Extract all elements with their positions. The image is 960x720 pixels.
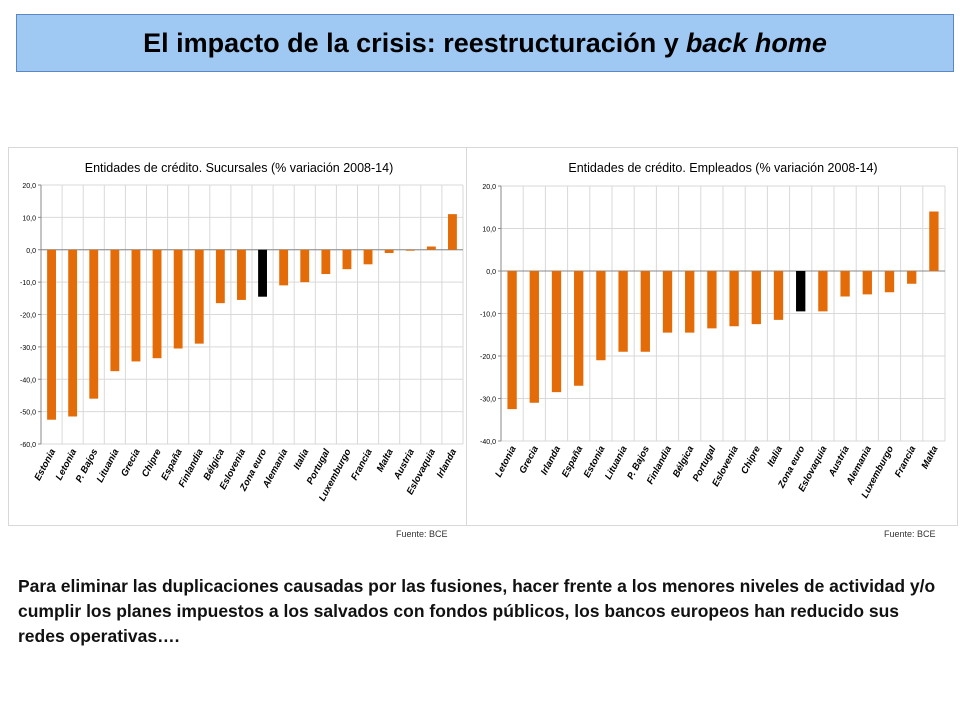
bar-espa-a (574, 271, 584, 386)
category-label: Italia (765, 444, 785, 468)
y-tick-label: 0,0 (26, 248, 36, 255)
y-tick-label: -20,0 (480, 354, 496, 361)
bar-eslovenia (729, 271, 739, 327)
bar-eslovaquia (426, 246, 436, 250)
footer-paragraph: Para eliminar las duplicaciones causadas… (18, 576, 936, 646)
bar-lituania (110, 249, 120, 372)
bar-grecia (529, 271, 539, 403)
chart-title: Entidades de crédito. Empleados (% varia… (568, 161, 877, 175)
bar-grecia (131, 249, 141, 362)
slide-title-main: El impacto de la crisis: reestructuració… (143, 27, 679, 58)
bar-alemania (862, 271, 872, 295)
bar-malta (384, 249, 394, 253)
chart-panel-sucursales: Entidades de crédito. Sucursales (% vari… (8, 147, 476, 526)
chart-source-empleados: Fuente: BCE (884, 529, 936, 539)
bar-italia (300, 249, 310, 283)
chart-source-sucursales: Fuente: BCE (396, 529, 448, 539)
category-label: Irlanda (539, 444, 563, 477)
bar-austria (405, 249, 415, 251)
bar-letonia (68, 249, 78, 417)
y-tick-label: -30,0 (20, 345, 36, 352)
y-tick-label: 0,0 (486, 269, 496, 276)
y-tick-label: -10,0 (20, 280, 36, 287)
bar-portugal (321, 249, 331, 275)
bar-estonia (596, 271, 606, 361)
bar-finlandia (194, 249, 204, 344)
category-label: Chipre (739, 444, 763, 476)
chart-sucursales: Entidades de crédito. Sucursales (% vari… (20, 161, 464, 503)
bar-austria (840, 271, 850, 297)
bar-francia (363, 249, 373, 265)
y-tick-label: -50,0 (20, 410, 36, 417)
bar-malta (929, 211, 939, 271)
bar-chipre (751, 271, 761, 325)
y-tick-label: 20,0 (482, 184, 496, 191)
bar-b-lgica (215, 249, 225, 304)
y-tick-label: 20,0 (22, 183, 36, 190)
chart-panel-empleados: Entidades de crédito. Empleados (% varia… (466, 147, 958, 526)
bar-finlandia (662, 271, 673, 333)
bar-chipre (152, 249, 162, 359)
bar-b-lgica (685, 271, 695, 333)
y-tick-label: 10,0 (22, 215, 36, 222)
y-tick-label: -60,0 (20, 442, 36, 449)
category-label: Francia (893, 444, 919, 479)
bar-espa-a (173, 249, 183, 349)
category-label: Irlanda (435, 447, 459, 480)
bar-luxemburgo (342, 249, 352, 270)
bar-lituania (618, 271, 628, 352)
bar-eslovaquia (818, 271, 828, 312)
category-label: Malta (919, 444, 940, 471)
y-tick-label: -10,0 (480, 312, 496, 319)
chart-empleados: Entidades de crédito. Empleados (% varia… (480, 161, 946, 500)
bar-zona-euro (796, 271, 806, 312)
category-label: Letonia (493, 444, 519, 479)
y-tick-label: -40,0 (480, 439, 496, 446)
bar-alemania (279, 249, 289, 286)
bar-letonia (507, 271, 517, 410)
slide-title-italic: back home (685, 27, 827, 58)
category-label: Italia (292, 447, 312, 471)
bar-francia (907, 271, 917, 284)
bar-zona-euro (258, 249, 267, 297)
category-label: Malta (375, 447, 396, 474)
bar-p-bajos (640, 271, 650, 352)
chart-title: Entidades de crédito. Sucursales (% vari… (85, 161, 394, 175)
bar-italia (773, 271, 784, 320)
y-tick-label: -40,0 (20, 377, 36, 384)
bar-estonia (47, 249, 56, 420)
category-label: Grecia (517, 444, 541, 475)
bar-portugal (707, 271, 717, 329)
bar-p-bajos (89, 249, 99, 399)
slide-title: El impacto de la crisis: reestructuració… (16, 14, 954, 72)
y-tick-label: 10,0 (482, 227, 496, 234)
bar-irlanda (551, 271, 562, 393)
bar-luxemburgo (884, 271, 895, 293)
bar-eslovenia (237, 249, 246, 300)
bar-irlanda (448, 214, 457, 250)
y-tick-label: -30,0 (480, 397, 496, 404)
y-tick-label: -20,0 (20, 313, 36, 320)
